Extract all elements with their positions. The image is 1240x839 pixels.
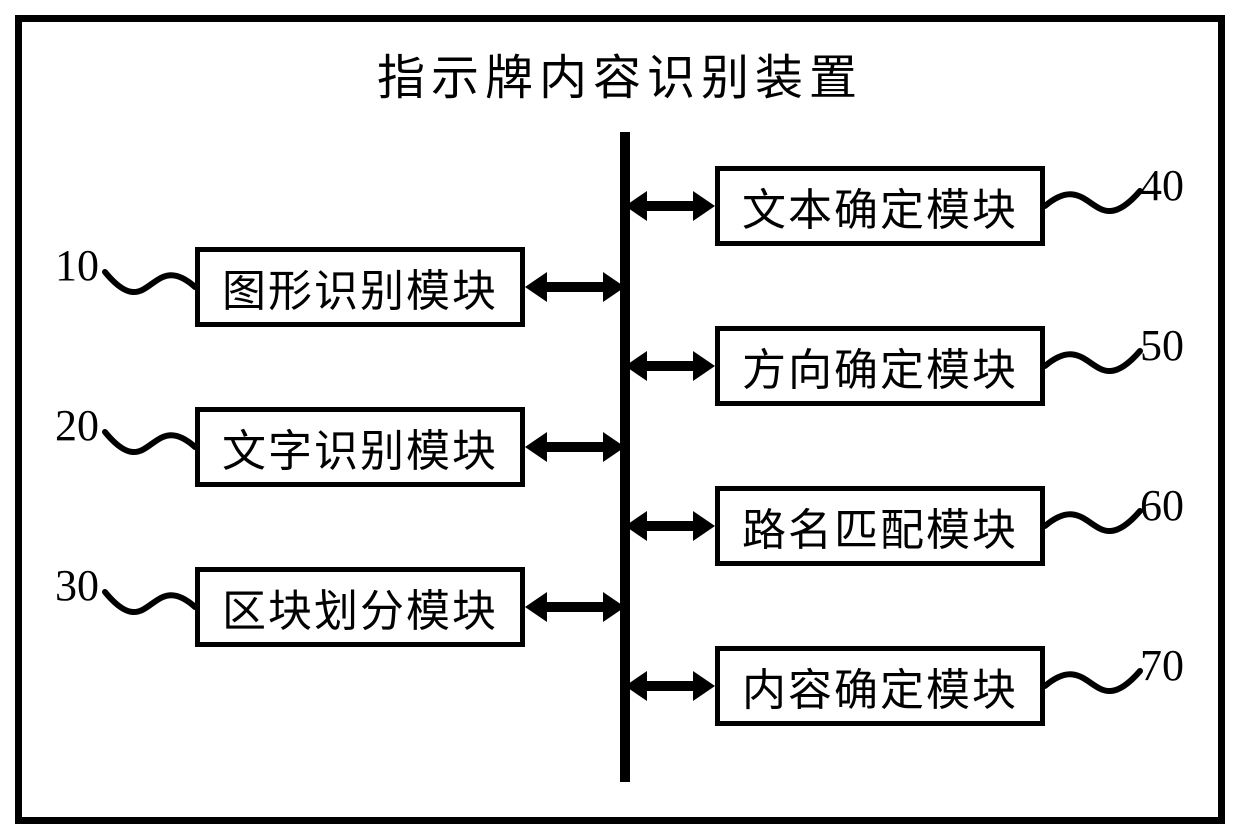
module-box-30: 区块划分模块 (195, 567, 525, 647)
module-box-20: 文字识别模块 (195, 407, 525, 487)
module-number-20: 20 (55, 400, 99, 451)
module-label: 路名匹配模块 (742, 494, 1018, 558)
module-box-70: 内容确定模块 (715, 646, 1045, 726)
squiggle-connector (1035, 306, 1150, 426)
double-arrow (625, 349, 715, 383)
double-arrow (625, 189, 715, 223)
module-label: 文本确定模块 (742, 174, 1018, 238)
module-box-50: 方向确定模块 (715, 326, 1045, 406)
module-number-30: 30 (55, 560, 99, 611)
module-box-40: 文本确定模块 (715, 166, 1045, 246)
module-label: 文字识别模块 (222, 415, 498, 479)
squiggle-connector (95, 387, 205, 507)
module-label: 内容确定模块 (742, 654, 1018, 718)
module-label: 图形识别模块 (222, 255, 498, 319)
squiggle-connector (1035, 626, 1150, 746)
double-arrow (625, 509, 715, 543)
double-arrow (525, 430, 625, 464)
double-arrow (525, 270, 625, 304)
module-box-60: 路名匹配模块 (715, 486, 1045, 566)
squiggle-connector (95, 547, 205, 667)
module-label: 区块划分模块 (222, 575, 498, 639)
squiggle-connector (1035, 146, 1150, 266)
diagram-title: 指示牌内容识别装置 (0, 38, 1240, 108)
module-label: 方向确定模块 (742, 334, 1018, 398)
module-number-10: 10 (55, 240, 99, 291)
squiggle-connector (95, 227, 205, 347)
double-arrow (625, 669, 715, 703)
double-arrow (525, 590, 625, 624)
module-box-10: 图形识别模块 (195, 247, 525, 327)
squiggle-connector (1035, 466, 1150, 586)
